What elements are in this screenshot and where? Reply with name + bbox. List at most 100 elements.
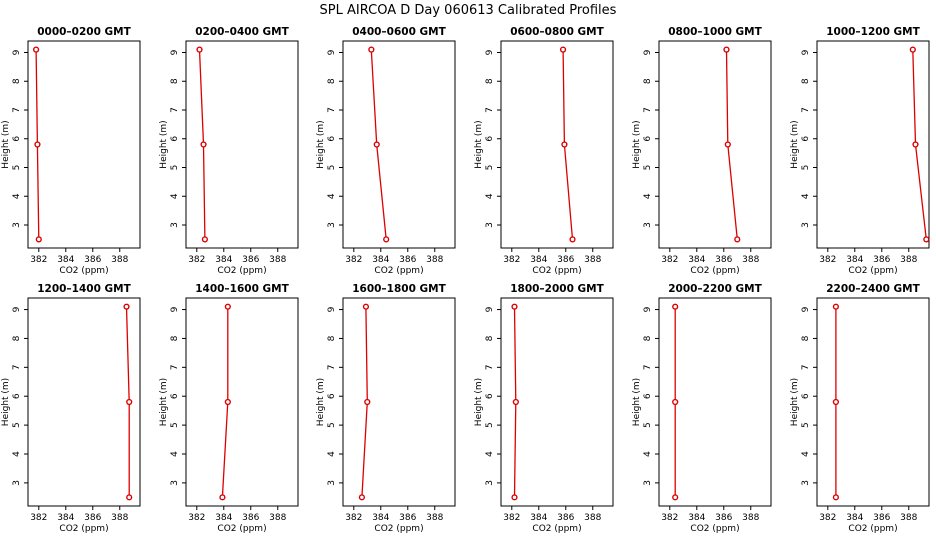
y-tick-label: 4 [170, 193, 180, 199]
y-tick-label: 9 [170, 49, 180, 55]
y-axis-label: Height (m) [159, 120, 169, 168]
y-tick-label: 9 [12, 306, 22, 312]
x-tick-label: 382 [188, 513, 205, 523]
y-tick-label: 5 [801, 422, 811, 428]
y-tick-label: 4 [643, 451, 653, 457]
y-tick-label: 6 [170, 136, 180, 142]
y-tick-label: 6 [643, 136, 653, 142]
data-point [832, 494, 839, 501]
y-tick-label: 7 [801, 107, 811, 113]
y-tick-label: 4 [485, 193, 495, 199]
y-tick-label: 4 [12, 451, 22, 457]
data-point [364, 398, 371, 406]
plot-frame [342, 40, 456, 249]
y-tick-label: 5 [327, 165, 337, 171]
x-tick-label: 382 [503, 255, 520, 265]
y-tick-label: 3 [643, 222, 653, 228]
y-tick-label: 5 [485, 165, 495, 171]
x-tick-label: 386 [242, 255, 259, 265]
data-point [126, 494, 133, 501]
y-tick-label: 8 [643, 335, 653, 341]
y-tick-label: 6 [801, 393, 811, 399]
y-tick-label: 3 [643, 480, 653, 486]
y-tick-label: 3 [327, 480, 337, 486]
y-tick-label: 6 [485, 393, 495, 399]
y-tick-label: 5 [170, 422, 180, 428]
panel-title: 0600–0800 GMT [510, 26, 604, 38]
y-axis-label: Height (m) [316, 378, 326, 426]
x-tick-label: 384 [530, 513, 547, 523]
panel-title: 1000–1200 GMT [826, 26, 920, 38]
y-tick-label: 9 [170, 306, 180, 312]
x-tick-label: 384 [57, 255, 74, 265]
x-tick-label: 384 [846, 255, 863, 265]
y-tick-label: 7 [12, 364, 22, 370]
y-tick-label: 9 [327, 306, 337, 312]
panel-title: 1600–1800 GMT [352, 283, 446, 295]
y-tick-label: 9 [643, 49, 653, 55]
y-tick-label: 4 [801, 193, 811, 199]
y-axis-label: Height (m) [790, 120, 800, 168]
y-axis-label: Height (m) [474, 120, 484, 168]
plot-frame [658, 297, 772, 507]
y-tick-label: 4 [327, 193, 337, 199]
x-axis-label: CO2 (ppm) [848, 524, 897, 534]
y-tick-label: 5 [12, 422, 22, 428]
data-point [734, 236, 741, 243]
x-axis-label: CO2 (ppm) [374, 524, 423, 534]
data-point [34, 141, 41, 148]
panel-title: 0200–0400 GMT [195, 26, 289, 38]
y-axis-label: Height (m) [632, 120, 642, 168]
x-tick-label: 388 [111, 255, 128, 265]
x-axis-label: CO2 (ppm) [374, 266, 423, 276]
x-tick-label: 388 [111, 513, 128, 523]
y-tick-label: 7 [170, 364, 180, 370]
y-axis-label: Height (m) [790, 378, 800, 426]
data-point [219, 494, 226, 501]
x-tick-label: 382 [30, 255, 47, 265]
panel-title: 1200–1400 GMT [37, 283, 131, 295]
y-tick-label: 6 [327, 136, 337, 142]
x-tick-label: 386 [84, 255, 101, 265]
panel-title: 2200–2400 GMT [826, 283, 920, 295]
data-point [832, 303, 839, 310]
x-tick-label: 384 [372, 255, 389, 265]
x-tick-label: 388 [742, 513, 759, 523]
x-tick-label: 388 [900, 513, 917, 523]
y-tick-label: 4 [801, 451, 811, 457]
plot-frame [27, 297, 141, 507]
y-tick-label: 8 [327, 78, 337, 84]
x-tick-label: 382 [661, 255, 678, 265]
data-point [224, 398, 231, 406]
y-tick-label: 8 [801, 335, 811, 341]
plot-frame [816, 297, 930, 507]
plot-frame [185, 40, 299, 249]
y-tick-label: 5 [170, 165, 180, 171]
y-tick-label: 6 [12, 136, 22, 142]
x-tick-label: 382 [503, 513, 520, 523]
y-tick-label: 4 [485, 451, 495, 457]
x-tick-label: 388 [269, 255, 286, 265]
x-tick-label: 388 [584, 513, 601, 523]
plot-frame [500, 297, 614, 507]
y-axis-label: Height (m) [1, 120, 11, 168]
y-tick-label: 9 [327, 49, 337, 55]
y-tick-label: 3 [485, 222, 495, 228]
data-point [362, 303, 370, 310]
x-tick-label: 388 [742, 255, 759, 265]
y-tick-label: 7 [801, 364, 811, 370]
x-tick-label: 384 [215, 255, 232, 265]
y-tick-label: 7 [170, 107, 180, 113]
x-tick-label: 388 [269, 513, 286, 523]
y-axis-label: Height (m) [632, 378, 642, 426]
data-point [672, 303, 679, 310]
data-point [383, 236, 390, 243]
x-tick-label: 386 [873, 513, 890, 523]
y-axis-label: Height (m) [159, 378, 169, 426]
